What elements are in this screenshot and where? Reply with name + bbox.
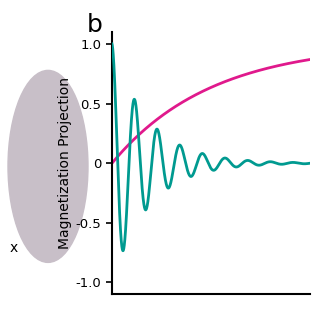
Y-axis label: Magnetization Projection: Magnetization Projection bbox=[58, 77, 72, 249]
Text: b: b bbox=[86, 13, 102, 37]
Text: x: x bbox=[10, 241, 18, 255]
Ellipse shape bbox=[8, 70, 88, 262]
